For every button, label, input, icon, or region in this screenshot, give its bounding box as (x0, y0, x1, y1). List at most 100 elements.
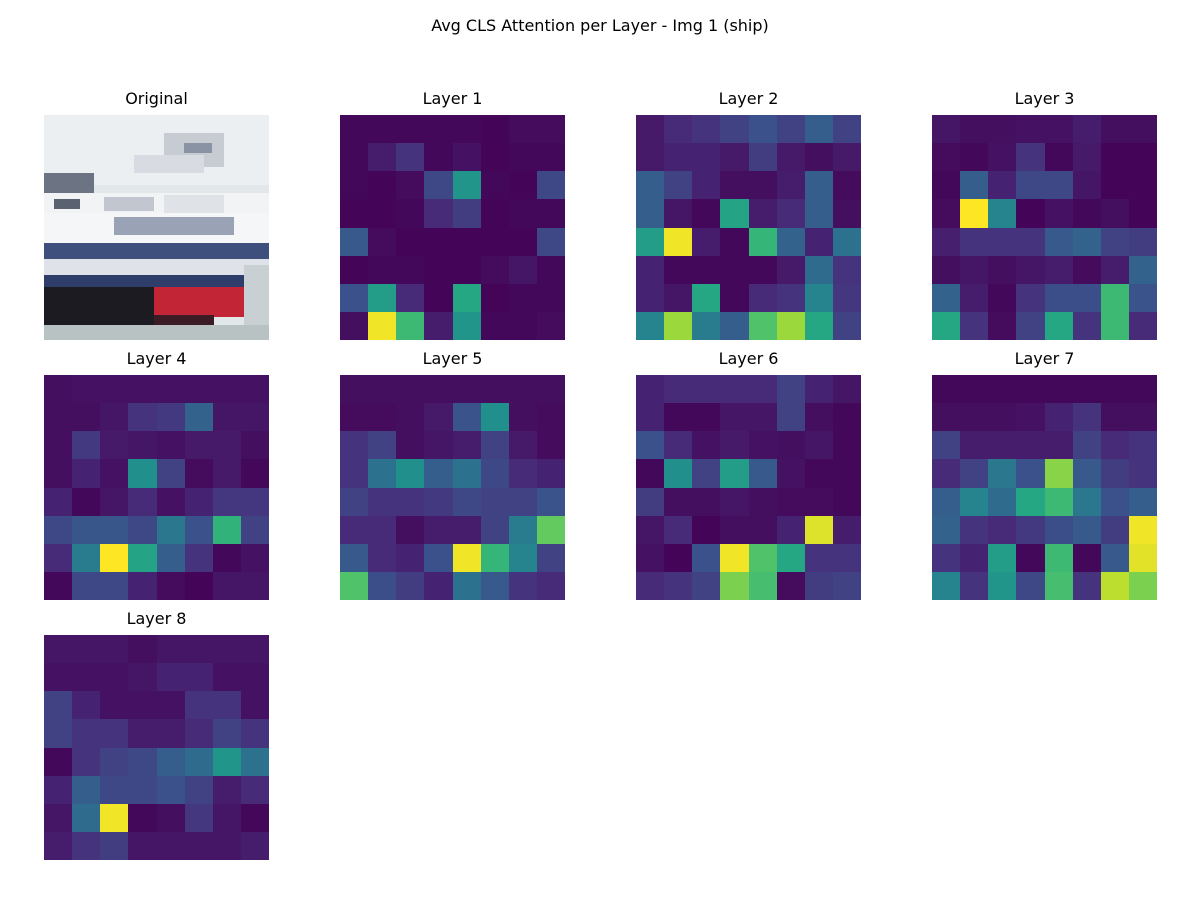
heatmap-cell-l4-r0-c5 (184, 375, 213, 404)
heatmap-cell-l8-r5-c0 (44, 775, 73, 804)
heatmap-cell-l1-r5-c5 (480, 255, 509, 284)
heatmap-cell-l1-r7-c0 (340, 311, 369, 340)
heatmap-cell-l2-r6-c0 (636, 283, 665, 312)
heatmap-cell-l5-r5-c1 (368, 515, 397, 544)
heatmap-cell-l5-r4-c5 (480, 487, 509, 516)
heatmap-cell-l8-r1-c2 (100, 663, 129, 692)
heatmap-cell-l6-r6-c1 (664, 543, 693, 572)
heatmap-cell-l5-r0-c3 (424, 375, 453, 404)
heatmap-cell-l5-r3-c1 (368, 459, 397, 488)
heatmap-cell-l7-r3-c0 (932, 459, 961, 488)
heatmap-cell-l8-r3-c3 (128, 719, 157, 748)
heatmap-title-layer-8: Layer 8 (126, 609, 187, 628)
heatmap-cell-l6-r3-c2 (692, 459, 721, 488)
heatmap-cell-l5-r4-c4 (452, 487, 481, 516)
heatmap-cell-l2-r5-c1 (664, 255, 693, 284)
heatmap-cell-l2-r7-c3 (720, 311, 749, 340)
heatmap-cell-l3-r3-c3 (1016, 199, 1045, 228)
heatmap-cell-l7-r3-c3 (1016, 459, 1045, 488)
heatmap-cell-l1-r0-c0 (340, 115, 369, 144)
heatmap-cell-l2-r6-c1 (664, 283, 693, 312)
heatmap-cell-l1-r0-c6 (508, 115, 537, 144)
heatmap-cell-l3-r2-c4 (1044, 171, 1073, 200)
heatmap-cell-l5-r6-c2 (396, 543, 425, 572)
heatmap-cell-l2-r5-c4 (748, 255, 777, 284)
heatmap-cell-l1-r1-c5 (480, 143, 509, 172)
heatmap-cell-l2-r6-c7 (832, 283, 861, 312)
heatmap-cell-l2-r2-c0 (636, 171, 665, 200)
heatmap-cell-l8-r6-c1 (72, 803, 101, 832)
heatmap-cell-l3-r1-c2 (988, 143, 1017, 172)
heatmap-cell-l8-r3-c0 (44, 719, 73, 748)
heatmap-cell-l5-r2-c1 (368, 431, 397, 460)
heatmap-cell-l8-r1-c0 (44, 663, 73, 692)
heatmap-cell-l7-r6-c1 (960, 543, 989, 572)
heatmap-cell-l3-r5-c2 (988, 255, 1017, 284)
heatmap-grid-layer-1 (340, 115, 565, 340)
heatmap-cell-l8-r4-c4 (156, 747, 185, 776)
heatmap-cell-l4-r5-c5 (184, 515, 213, 544)
heatmap-cell-l7-r5-c0 (932, 515, 961, 544)
heatmap-cell-l7-r0-c7 (1128, 375, 1157, 404)
heatmap-cell-l7-r1-c1 (960, 403, 989, 432)
heatmap-cell-l3-r0-c0 (932, 115, 961, 144)
heatmap-cell-l3-r4-c3 (1016, 227, 1045, 256)
heatmap-cell-l5-r0-c6 (508, 375, 537, 404)
heatmap-cell-l2-r3-c7 (832, 199, 861, 228)
heatmap-cell-l5-r3-c2 (396, 459, 425, 488)
heatmap-cell-l8-r3-c7 (240, 719, 269, 748)
heatmap-cell-l5-r5-c3 (424, 515, 453, 544)
heatmap-cell-l4-r5-c7 (240, 515, 269, 544)
heatmap-cell-l6-r2-c2 (692, 431, 721, 460)
heatmap-cell-l2-r7-c4 (748, 311, 777, 340)
heatmap-cell-l7-r4-c0 (932, 487, 961, 516)
heatmap-cell-l3-r0-c7 (1128, 115, 1157, 144)
heatmap-cell-l5-r7-c7 (536, 571, 565, 600)
heatmap-cell-l2-r1-c1 (664, 143, 693, 172)
heatmap-cell-l7-r4-c1 (960, 487, 989, 516)
heatmap-title-layer-3: Layer 3 (1014, 89, 1075, 108)
heatmap-cell-l4-r5-c1 (72, 515, 101, 544)
heatmap-cell-l5-r0-c1 (368, 375, 397, 404)
heatmap-cell-l6-r6-c6 (804, 543, 833, 572)
heatmap-cell-l8-r6-c4 (156, 803, 185, 832)
heatmap-cell-l8-r4-c2 (100, 747, 129, 776)
heatmap-cell-l2-r7-c0 (636, 311, 665, 340)
heatmap-cell-l6-r0-c5 (776, 375, 805, 404)
heatmap-cell-l7-r5-c4 (1044, 515, 1073, 544)
heatmap-cell-l2-r5-c5 (776, 255, 805, 284)
heatmap-cell-l8-r6-c5 (184, 803, 213, 832)
heatmap-cell-l6-r6-c4 (748, 543, 777, 572)
heatmap-cell-l3-r7-c5 (1072, 311, 1101, 340)
heatmap-cell-l6-r5-c6 (804, 515, 833, 544)
heatmap-cell-l6-r5-c1 (664, 515, 693, 544)
heatmap-cell-l6-r6-c0 (636, 543, 665, 572)
heatmap-cell-l2-r0-c5 (776, 115, 805, 144)
heatmap-cell-l1-r7-c5 (480, 311, 509, 340)
heatmap-cell-l8-r7-c2 (100, 831, 129, 860)
heatmap-cell-l5-r7-c3 (424, 571, 453, 600)
heatmap-cell-l5-r6-c0 (340, 543, 369, 572)
heatmap-cell-l3-r6-c7 (1128, 283, 1157, 312)
heatmap-cell-l7-r1-c7 (1128, 403, 1157, 432)
heatmap-cell-l4-r3-c0 (44, 459, 73, 488)
heatmap-cell-l6-r7-c6 (804, 571, 833, 600)
heatmap-cell-l5-r6-c4 (452, 543, 481, 572)
heatmap-cell-l2-r5-c6 (804, 255, 833, 284)
heatmap-cell-l5-r3-c6 (508, 459, 537, 488)
heatmap-cell-l7-r2-c4 (1044, 431, 1073, 460)
heatmap-cell-l1-r2-c0 (340, 171, 369, 200)
heatmap-cell-l1-r4-c0 (340, 227, 369, 256)
heatmap-title-layer-6: Layer 6 (718, 349, 779, 368)
heatmap-cell-l4-r7-c4 (156, 571, 185, 600)
heatmap-cell-l3-r7-c1 (960, 311, 989, 340)
heatmap-cell-l8-r1-c4 (156, 663, 185, 692)
heatmap-cell-l3-r4-c4 (1044, 227, 1073, 256)
heatmap-cell-l8-r0-c5 (184, 635, 213, 664)
heatmap-cell-l6-r3-c4 (748, 459, 777, 488)
heatmap-cell-l6-r1-c0 (636, 403, 665, 432)
heatmap-cell-l3-r3-c4 (1044, 199, 1073, 228)
heatmap-cell-l1-r4-c5 (480, 227, 509, 256)
heatmap-cell-l7-r3-c5 (1072, 459, 1101, 488)
heatmap-cell-l7-r4-c4 (1044, 487, 1073, 516)
